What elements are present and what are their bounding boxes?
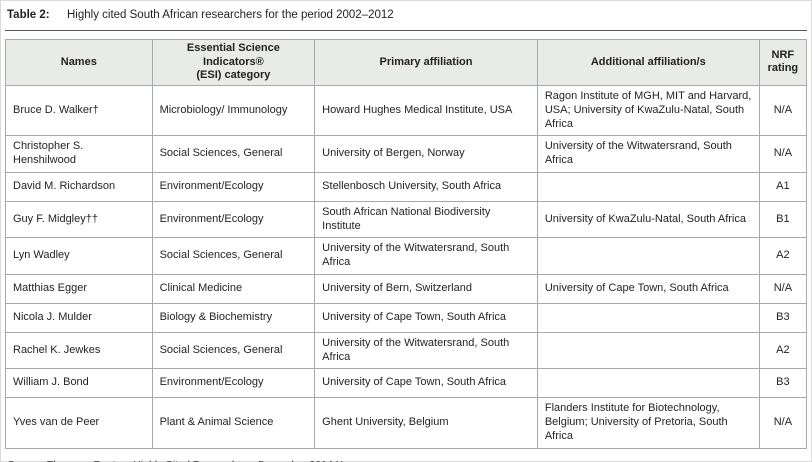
cell-primary-affiliation: Ghent University, Belgium: [314, 397, 538, 449]
col-header-nrf-rating: NRF rating: [758, 38, 808, 87]
cell-name: Rachel K. Jewkes: [5, 331, 153, 370]
table-row: William J. Bond Environment/Ecology Univ…: [5, 368, 808, 399]
cell-nrf-rating: N/A: [758, 135, 808, 173]
cell-esi-category: Plant & Animal Science: [151, 397, 316, 449]
source-note: Source: Thomson Reuters Highly Cited Res…: [7, 459, 805, 462]
cell-primary-affiliation: Howard Hughes Medical Institute, USA: [314, 85, 538, 137]
cell-primary-affiliation: University of Bergen, Norway: [314, 135, 538, 173]
table-row: Nicola J. Mulder Biology & Biochemistry …: [5, 302, 808, 333]
cell-esi-category: Social Sciences, General: [151, 331, 316, 370]
cell-name: Guy F. Midgley††: [5, 200, 153, 239]
cell-additional-affiliation: University of the Witwatersrand, South A…: [536, 135, 760, 173]
cell-name: Christopher S. Henshilwood: [5, 135, 153, 173]
cell-name: David M. Richardson: [5, 171, 153, 202]
col-header-additional-affiliations: Additional affiliation/s: [536, 38, 760, 87]
table-row: Yves van de Peer Plant & Animal Science …: [5, 397, 808, 449]
cell-additional-affiliation: Ragon Institute of MGH, MIT and Harvard,…: [536, 85, 760, 137]
cell-primary-affiliation: University of the Witwatersrand, South A…: [314, 331, 538, 370]
cell-additional-affiliation: [536, 368, 760, 399]
table-row: David M. Richardson Environment/Ecology …: [5, 171, 808, 202]
cell-name: William J. Bond: [5, 368, 153, 399]
cell-nrf-rating: N/A: [758, 85, 808, 137]
cell-nrf-rating: A1: [758, 171, 808, 202]
cell-nrf-rating: B1: [758, 200, 808, 239]
table-row: Matthias Egger Clinical Medicine Univers…: [5, 273, 808, 304]
cell-additional-affiliation: [536, 331, 760, 370]
cell-primary-affiliation: Stellenbosch University, South Africa: [314, 171, 538, 202]
cell-esi-category: Microbiology/ Immunology: [151, 85, 316, 137]
cell-name: Matthias Egger: [5, 273, 153, 304]
col-header-esi-category: Essential Science Indicators® (ESI) cate…: [151, 38, 316, 87]
cell-name: Lyn Wadley: [5, 237, 153, 275]
cell-primary-affiliation: University of Bern, Switzerland: [314, 273, 538, 304]
col-header-primary-affiliation: Primary affiliation: [314, 38, 538, 87]
table-row: Bruce D. Walker† Microbiology/ Immunolog…: [5, 85, 808, 137]
table-row: Rachel K. Jewkes Social Sciences, Genera…: [5, 331, 808, 370]
cell-esi-category: Environment/Ecology: [151, 171, 316, 202]
cell-additional-affiliation: University of Cape Town, South Africa: [536, 273, 760, 304]
cell-additional-affiliation: University of KwaZulu-Natal, South Afric…: [536, 200, 760, 239]
cell-name: Yves van de Peer: [5, 397, 153, 449]
table-footnotes: Source: Thomson Reuters Highly Cited Res…: [5, 459, 807, 462]
cell-additional-affiliation: [536, 302, 760, 333]
cell-esi-category: Social Sciences, General: [151, 135, 316, 173]
cell-nrf-rating: B3: [758, 302, 808, 333]
cell-esi-category: Environment/Ecology: [151, 200, 316, 239]
cell-nrf-rating: A2: [758, 331, 808, 370]
caption-text: Highly cited South African researchers f…: [67, 9, 394, 21]
cell-primary-affiliation: University of Cape Town, South Africa: [314, 368, 538, 399]
cell-esi-category: Clinical Medicine: [151, 273, 316, 304]
header-row: Names Essential Science Indicators® (ESI…: [5, 38, 808, 87]
cell-esi-category: Social Sciences, General: [151, 237, 316, 275]
cell-primary-affiliation: South African National Biodiversity Inst…: [314, 200, 538, 239]
table-row: Christopher S. Henshilwood Social Scienc…: [5, 135, 808, 173]
cell-nrf-rating: N/A: [758, 397, 808, 449]
cell-primary-affiliation: University of Cape Town, South Africa: [314, 302, 538, 333]
cell-esi-category: Environment/Ecology: [151, 368, 316, 399]
table-row: Lyn Wadley Social Sciences, General Univ…: [5, 237, 808, 275]
table-caption: Table 2: Highly cited South African rese…: [5, 6, 807, 31]
cell-nrf-rating: A2: [758, 237, 808, 275]
col-header-names: Names: [5, 38, 153, 87]
cell-additional-affiliation: [536, 237, 760, 275]
cell-additional-affiliation: Flanders Institute for Biotechnology, Be…: [536, 397, 760, 449]
table-row: Guy F. Midgley†† Environment/Ecology Sou…: [5, 200, 808, 239]
cell-nrf-rating: N/A: [758, 273, 808, 304]
cell-nrf-rating: B3: [758, 368, 808, 399]
cell-additional-affiliation: [536, 171, 760, 202]
cell-primary-affiliation: University of the Witwatersrand, South A…: [314, 237, 538, 275]
cell-name: Nicola J. Mulder: [5, 302, 153, 333]
researchers-table: Names Essential Science Indicators® (ESI…: [5, 38, 808, 449]
cell-name: Bruce D. Walker†: [5, 85, 153, 137]
cell-esi-category: Biology & Biochemistry: [151, 302, 316, 333]
table-number: Table 2:: [7, 9, 50, 21]
